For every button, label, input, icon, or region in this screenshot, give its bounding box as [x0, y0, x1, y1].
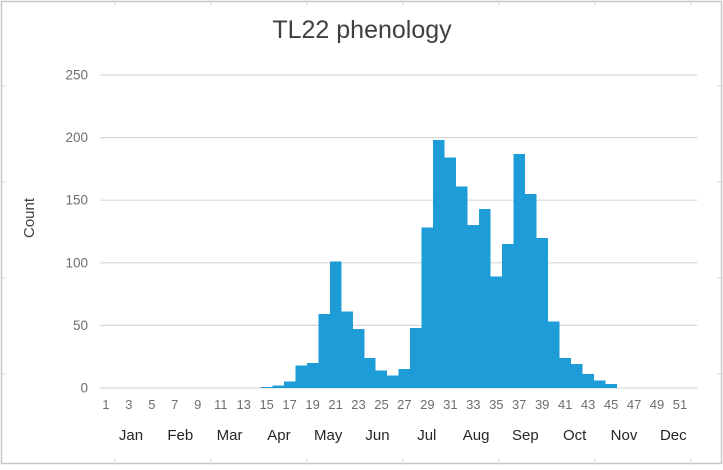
y-tick-label: 100	[65, 255, 88, 270]
x-tick-label-week-15: 15	[259, 397, 273, 412]
month-label-dec: Dec	[660, 427, 687, 444]
bar-week-27	[398, 369, 411, 388]
x-tick-label-week-1: 1	[102, 397, 109, 412]
y-tick-label: 0	[80, 381, 88, 396]
x-tick-label-week-51: 51	[673, 397, 687, 412]
bar-week-31	[444, 157, 457, 388]
bar-week-32	[456, 186, 468, 388]
bar-week-30	[433, 140, 445, 388]
month-label-aug: Aug	[463, 427, 490, 444]
bar-week-40	[547, 321, 560, 388]
bar-week-43	[582, 374, 594, 388]
y-tick-label: 150	[65, 193, 88, 208]
x-tick-label-week-45: 45	[604, 397, 618, 412]
x-tick-label-week-43: 43	[581, 397, 595, 412]
x-tick-label-week-37: 37	[512, 397, 526, 412]
month-label-jan: Jan	[119, 427, 143, 444]
y-tick-label: 50	[73, 318, 88, 333]
chart-title: TL22 phenology	[272, 16, 452, 44]
month-label-nov: Nov	[611, 427, 638, 444]
bar-week-25	[375, 370, 388, 388]
x-tick-label-week-21: 21	[328, 397, 342, 412]
x-tick-label-week-9: 9	[194, 397, 201, 412]
bar-week-22	[341, 311, 353, 388]
bar-week-41	[559, 357, 571, 388]
month-label-apr: Apr	[267, 427, 290, 444]
x-tick-label-week-11: 11	[214, 397, 228, 412]
x-tick-label-week-49: 49	[650, 397, 664, 412]
bar-week-34	[479, 208, 491, 388]
month-label-feb: Feb	[167, 427, 193, 444]
x-tick-label-week-29: 29	[420, 397, 434, 412]
bar-week-26	[387, 375, 399, 388]
month-label-mar: Mar	[217, 427, 243, 444]
x-tick-label-week-33: 33	[466, 397, 480, 412]
x-tick-label-week-35: 35	[489, 397, 503, 412]
x-tick-label-week-17: 17	[282, 397, 296, 412]
bar-week-35	[490, 276, 503, 388]
bar-week-37	[513, 153, 525, 388]
bar-week-36	[502, 244, 514, 388]
x-tick-label-week-19: 19	[305, 397, 319, 412]
x-tick-label-week-23: 23	[351, 397, 365, 412]
bar-week-28	[410, 327, 422, 388]
month-label-jul: Jul	[417, 427, 436, 444]
x-tick-label-week-31: 31	[443, 397, 457, 412]
y-tick-label: 200	[65, 130, 88, 145]
bar-week-45	[605, 384, 617, 388]
bar-week-17	[283, 381, 296, 388]
x-tick-label-week-41: 41	[558, 397, 572, 412]
month-label-oct: Oct	[563, 427, 587, 444]
x-tick-label-week-27: 27	[397, 397, 411, 412]
bar-week-39	[536, 237, 548, 388]
bar-week-42	[570, 364, 583, 388]
month-label-jun: Jun	[365, 427, 389, 444]
month-label-may: May	[314, 427, 343, 444]
bar-week-15	[260, 386, 273, 388]
bar-week-44	[593, 380, 606, 388]
y-tick-label: 250	[65, 68, 88, 83]
x-tick-label-week-25: 25	[374, 397, 388, 412]
bar-week-38	[524, 193, 537, 388]
x-tick-label-week-7: 7	[171, 397, 178, 412]
bar-week-33	[467, 225, 480, 388]
bar-week-29	[421, 227, 434, 388]
x-tick-label-week-5: 5	[148, 397, 155, 412]
bar-week-24	[364, 357, 376, 388]
bar-week-21	[329, 261, 342, 388]
x-tick-label-week-47: 47	[627, 397, 641, 412]
bar-week-18	[295, 365, 307, 388]
y-axis-title: Count	[21, 197, 38, 238]
bar-week-16	[272, 385, 284, 388]
x-tick-label-week-3: 3	[125, 397, 132, 412]
bar-week-23	[352, 329, 365, 388]
month-label-sep: Sep	[512, 427, 539, 444]
x-tick-label-week-13: 13	[236, 397, 250, 412]
x-tick-label-week-39: 39	[535, 397, 549, 412]
bar-week-20	[318, 314, 330, 388]
bar-week-19	[306, 362, 319, 388]
